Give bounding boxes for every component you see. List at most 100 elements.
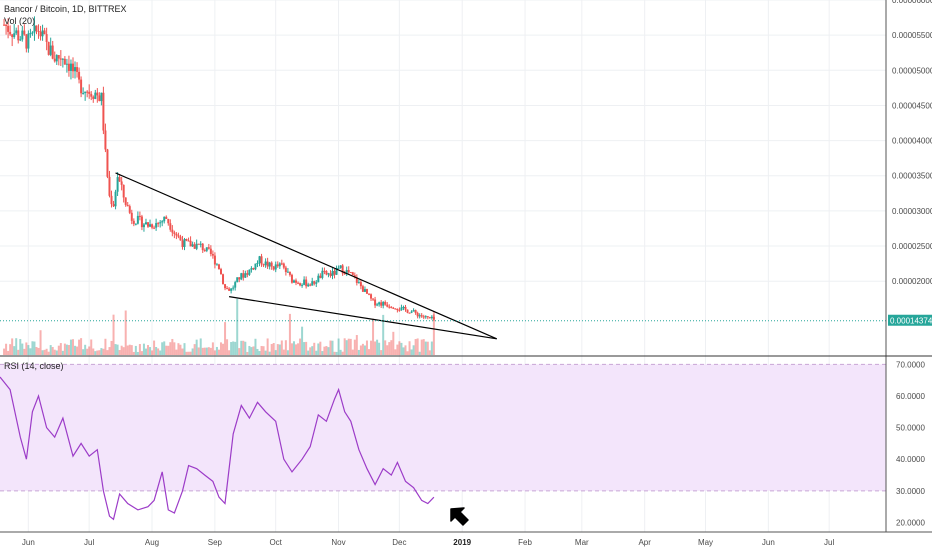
volume-bar xyxy=(213,350,216,355)
candle-body xyxy=(232,287,235,289)
candle-body xyxy=(376,304,379,306)
x-tick-label: Nov xyxy=(331,538,345,547)
volume-bar xyxy=(422,339,425,355)
price-tick-label: 0.00004000 xyxy=(892,137,932,146)
candle-body xyxy=(224,284,227,289)
candle-body xyxy=(325,271,328,275)
volume-bar xyxy=(185,351,188,355)
volume-bar xyxy=(264,350,267,355)
candles xyxy=(3,16,435,321)
volume-indicator-label: Vol (20) xyxy=(4,16,35,26)
candle-body xyxy=(92,96,95,99)
rsi-title: RSI (14, close) xyxy=(4,361,64,371)
volume-bar xyxy=(88,346,91,355)
candle-body xyxy=(142,224,145,228)
candle-body xyxy=(88,91,91,94)
volume-bar xyxy=(151,350,154,355)
volume-bar xyxy=(94,351,97,355)
candle-body xyxy=(228,288,231,291)
candle-body xyxy=(94,92,97,99)
volume-bar xyxy=(256,348,259,355)
candle-body xyxy=(51,45,54,59)
candle-body xyxy=(252,268,255,270)
volume-bar xyxy=(149,347,152,355)
volume-bar xyxy=(169,342,172,355)
candle-body xyxy=(153,227,156,229)
volume-bar xyxy=(260,345,263,355)
volume-bar xyxy=(426,341,429,355)
volume-bar xyxy=(96,350,99,355)
volume-bar xyxy=(392,331,395,355)
candle-body xyxy=(288,271,291,275)
price-tick-label: 0.00003000 xyxy=(892,207,932,216)
volume-bar xyxy=(78,339,81,355)
candle-body xyxy=(37,30,40,32)
candle-body xyxy=(319,275,322,278)
rsi-tick-label: 70.0000 xyxy=(896,360,925,369)
volume-bar xyxy=(181,348,184,355)
candle-body xyxy=(195,243,198,249)
volume-bar xyxy=(232,341,235,355)
rsi-band-fill xyxy=(0,364,886,491)
volume-bar xyxy=(116,344,119,355)
price-tick-label: 0.00004500 xyxy=(892,101,932,110)
candle-body xyxy=(311,281,314,286)
volume-bar xyxy=(337,338,340,355)
x-tick-label: Jun xyxy=(762,538,775,547)
candle-body xyxy=(295,280,298,283)
volume-bar xyxy=(144,348,147,355)
volume-bar xyxy=(191,348,194,355)
volume-bar xyxy=(384,340,387,355)
volume-bar xyxy=(138,344,141,355)
volume-bar xyxy=(45,348,48,355)
price-tick-label: 0.00003500 xyxy=(892,172,932,181)
candle-body xyxy=(149,224,152,227)
candle-body xyxy=(290,274,293,283)
candle-body xyxy=(254,263,257,270)
candle-body xyxy=(347,270,350,273)
candle-body xyxy=(90,93,93,97)
candle-body xyxy=(55,55,58,62)
price-tick-label: 0.00005500 xyxy=(892,31,932,40)
volume-bar xyxy=(325,346,328,355)
volume-bar xyxy=(317,343,320,355)
volume-bar xyxy=(303,342,306,355)
candle-body xyxy=(114,191,117,207)
candle-body xyxy=(276,264,279,267)
candle-body xyxy=(67,63,70,71)
volume-bar xyxy=(234,341,237,355)
candle-body xyxy=(246,273,249,275)
candle-body xyxy=(27,33,30,49)
candle-body xyxy=(15,30,18,34)
candle-body xyxy=(321,270,324,278)
candle-body xyxy=(19,39,22,41)
volume-bar xyxy=(299,338,302,355)
candle-body xyxy=(78,71,81,80)
candle-body xyxy=(61,58,64,60)
price-tick-label: 0.00002000 xyxy=(892,277,932,286)
candle-body xyxy=(345,270,348,275)
trendline xyxy=(115,172,497,340)
volume-bar xyxy=(140,351,143,355)
volume-bar xyxy=(59,343,62,355)
volume-bar xyxy=(5,343,8,355)
volume-bar xyxy=(280,340,283,355)
volume-bar xyxy=(108,347,111,355)
volume-bar xyxy=(27,345,30,355)
candle-body xyxy=(53,58,56,62)
volume-bar xyxy=(339,349,342,355)
volume-bar xyxy=(126,345,129,355)
volume-bar xyxy=(242,340,245,355)
candle-body xyxy=(374,299,377,306)
candle-body xyxy=(183,239,186,247)
volume-bar xyxy=(301,326,304,355)
volume-bar xyxy=(305,341,308,355)
rsi-tick-label: 40.0000 xyxy=(896,455,925,464)
volume-bar xyxy=(61,350,64,355)
last-price-badge xyxy=(888,314,932,326)
volume-bar xyxy=(80,338,83,355)
candle-body xyxy=(410,311,413,313)
candle-body xyxy=(284,267,287,273)
candle-body xyxy=(355,277,358,283)
